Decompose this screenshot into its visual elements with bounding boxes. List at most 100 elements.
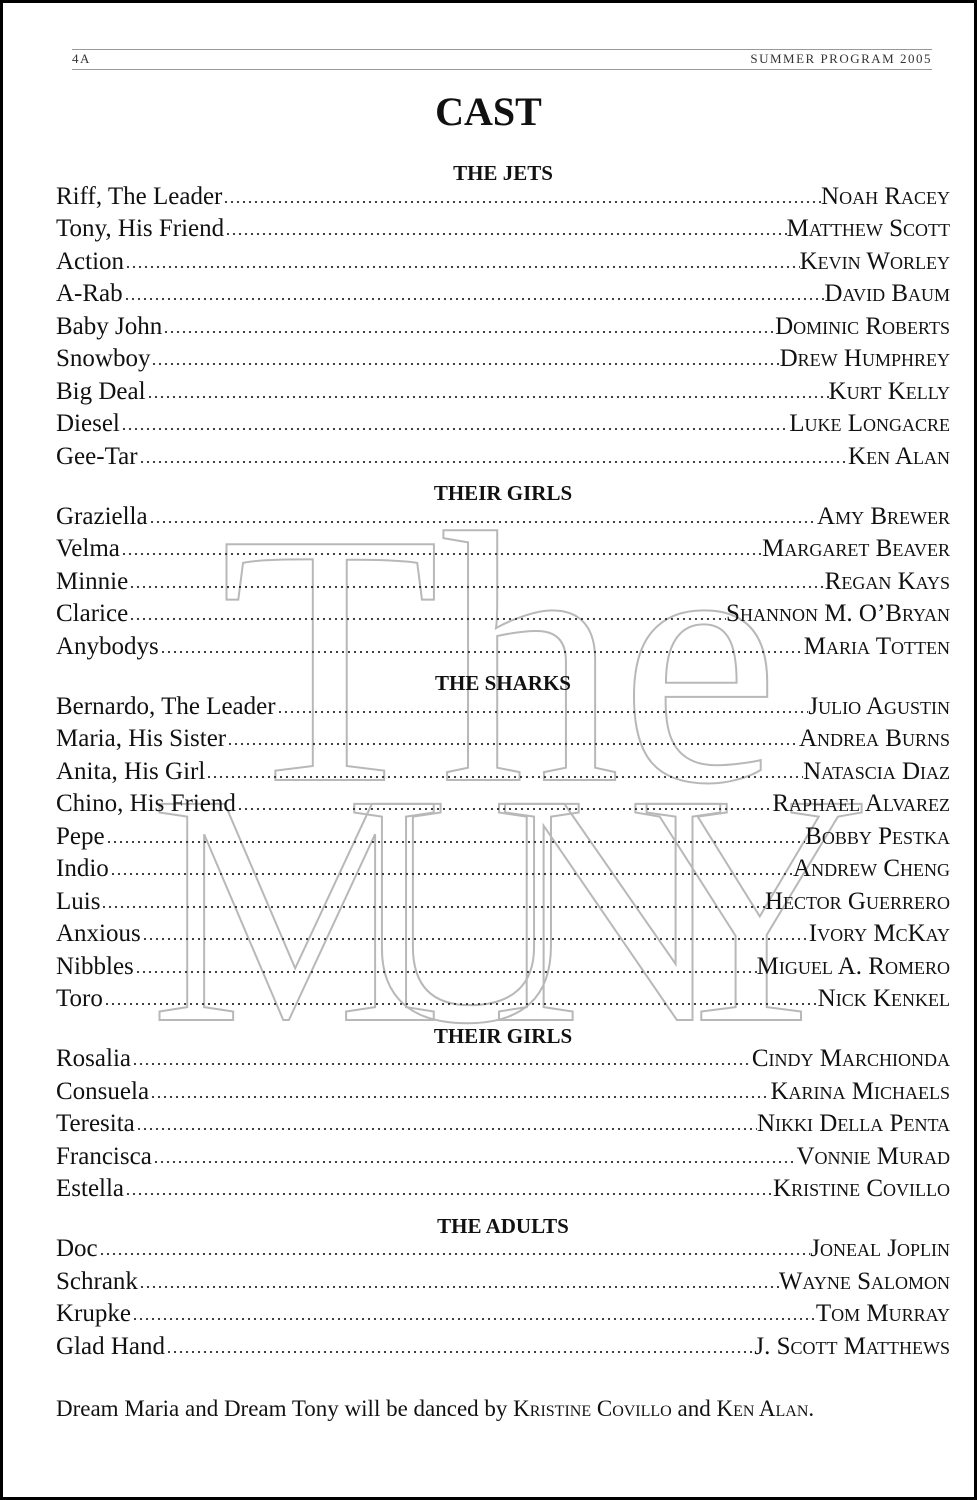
dot-leader bbox=[227, 742, 799, 747]
dot-leader bbox=[206, 774, 804, 779]
cast-row: Glad Hand J. Scott Matthews bbox=[56, 1331, 950, 1364]
role-name: Diesel bbox=[56, 410, 120, 438]
cast-row: Riff, The Leader Noah Racey bbox=[56, 181, 950, 214]
cast-row: Gee-Tar Ken Alan bbox=[56, 441, 950, 474]
role-name: Riff, The Leader bbox=[56, 182, 223, 210]
cast-row: Krupke Tom Murray bbox=[56, 1298, 950, 1331]
role-name: Doc bbox=[56, 1235, 98, 1263]
role-name: Graziella bbox=[56, 502, 148, 530]
role-name: Big Deal bbox=[56, 377, 146, 405]
actor-name: Andrea Burns bbox=[799, 725, 950, 753]
actor-name: Margaret Beaver bbox=[762, 535, 950, 563]
role-name: Teresita bbox=[56, 1110, 135, 1138]
dancer-name: Kristine Covillo bbox=[513, 1396, 672, 1421]
cast-row: Chino, His Friend Raphael Alvarez bbox=[56, 788, 950, 821]
dot-leader bbox=[151, 362, 780, 367]
footnote: Dream Maria and Dream Tony will be dance… bbox=[56, 1396, 950, 1422]
cast-row: Bernardo, The Leader Julio Agustin bbox=[56, 691, 950, 724]
role-name: A-Rab bbox=[56, 280, 123, 308]
cast-row: A-Rab David Baum bbox=[56, 278, 950, 311]
dot-leader bbox=[135, 1127, 757, 1132]
actor-name: Nikki Della Penta bbox=[756, 1110, 950, 1138]
actor-name: Regan Kays bbox=[824, 567, 950, 595]
dot-leader bbox=[148, 519, 818, 524]
role-name: Estella bbox=[56, 1175, 125, 1203]
dot-leader bbox=[225, 232, 787, 237]
dot-leader bbox=[138, 1284, 779, 1289]
cast-row: Maria, His Sister Andrea Burns bbox=[56, 723, 950, 756]
role-name: Action bbox=[56, 247, 125, 275]
cast-row: Graziella Amy Brewer bbox=[56, 501, 950, 534]
actor-name: Noah Racey bbox=[821, 182, 950, 210]
role-name: Anita, His Girl bbox=[56, 757, 206, 785]
cast-row: Teresita Nikki Della Penta bbox=[56, 1108, 950, 1141]
actor-name: Andrew Cheng bbox=[793, 855, 950, 883]
role-name: Velma bbox=[56, 535, 120, 563]
role-name: Rosalia bbox=[56, 1045, 131, 1073]
actor-name: Amy Brewer bbox=[817, 502, 950, 530]
page-number: 4A bbox=[72, 51, 91, 66]
dot-leader bbox=[120, 427, 790, 432]
role-name: Chino, His Friend bbox=[56, 790, 236, 818]
actor-name: Matthew Scott bbox=[786, 215, 950, 243]
cast-list: THE JETS Riff, The Leader Noah Racey Tony, … bbox=[56, 153, 950, 1363]
role-name: Bernardo, The Leader bbox=[56, 692, 276, 720]
footnote-text: . bbox=[808, 1396, 815, 1421]
actor-name: Nick Kenkel bbox=[817, 985, 950, 1013]
dot-leader bbox=[146, 394, 829, 399]
cast-row: Clarice Shannon M. O’Bryan bbox=[56, 598, 950, 631]
header-rule-top bbox=[72, 49, 932, 50]
actor-name: Dominic Roberts bbox=[775, 312, 950, 340]
dot-leader bbox=[101, 904, 765, 909]
actor-name: Bobby Pestka bbox=[805, 822, 950, 850]
section-heading: THE SHARKS bbox=[435, 671, 571, 695]
section-heading: THEIR GIRLS bbox=[433, 481, 573, 505]
dot-leader bbox=[134, 969, 757, 974]
actor-name: Miguel A. Romero bbox=[756, 952, 950, 980]
publication-title: SUMMER PROGRAM 2005 bbox=[750, 51, 932, 66]
actor-name: Kristine Covillo bbox=[773, 1175, 950, 1203]
cast-row: Snowboy Drew Humphrey bbox=[56, 343, 950, 376]
cast-row: Baby John Dominic Roberts bbox=[56, 311, 950, 344]
cast-row: Velma Margaret Beaver bbox=[56, 533, 950, 566]
role-name: Tony, His Friend bbox=[56, 215, 225, 243]
footnote-text: Dream Maria and Dream Tony will be dance… bbox=[56, 1396, 514, 1421]
actor-name: Shannon M. O’Bryan bbox=[726, 600, 950, 628]
dot-leader bbox=[223, 199, 822, 204]
role-name: Glad Hand bbox=[56, 1332, 165, 1360]
cast-row: Francisca Vonnie Murad bbox=[56, 1141, 950, 1174]
role-name: Baby John bbox=[56, 312, 163, 340]
cast-row: Nibbles Miguel A. Romero bbox=[56, 951, 950, 984]
role-name: Krupke bbox=[56, 1300, 131, 1328]
footnote-text: and bbox=[671, 1396, 717, 1421]
actor-name: Ivory McKay bbox=[808, 920, 950, 948]
dot-leader bbox=[125, 264, 800, 269]
actor-name: Cindy Marchionda bbox=[751, 1045, 950, 1073]
actor-name: Ken Alan bbox=[848, 442, 950, 470]
cast-row: Tony, His Friend Matthew Scott bbox=[56, 213, 950, 246]
dot-leader bbox=[129, 584, 825, 589]
dot-leader bbox=[123, 297, 825, 302]
dot-leader bbox=[150, 1094, 771, 1099]
dot-leader bbox=[141, 937, 809, 942]
role-name: Anybodys bbox=[56, 632, 159, 660]
role-name: Anxious bbox=[56, 920, 141, 948]
cast-row: Indio Andrew Cheng bbox=[56, 853, 950, 886]
dot-leader bbox=[132, 1062, 752, 1067]
actor-name: Joneal Joplin bbox=[810, 1235, 950, 1263]
dot-leader bbox=[276, 709, 809, 714]
actor-name: Wayne Salomon bbox=[778, 1267, 950, 1295]
page-title: CAST bbox=[435, 89, 542, 134]
dot-leader bbox=[105, 839, 806, 844]
actor-name: Natascia Diaz bbox=[803, 757, 950, 785]
dot-leader bbox=[152, 1159, 797, 1164]
actor-name: Kurt Kelly bbox=[828, 377, 950, 405]
cast-row: Anita, His Girl Natascia Diaz bbox=[56, 756, 950, 789]
cast-row: Consuela Karina Michaels bbox=[56, 1076, 950, 1109]
actor-name: Karina Michaels bbox=[770, 1077, 950, 1105]
role-name: Gee-Tar bbox=[56, 442, 138, 470]
cast-row: Minnie Regan Kays bbox=[56, 566, 950, 599]
dot-leader bbox=[103, 1002, 818, 1007]
role-name: Maria, His Sister bbox=[56, 725, 227, 753]
